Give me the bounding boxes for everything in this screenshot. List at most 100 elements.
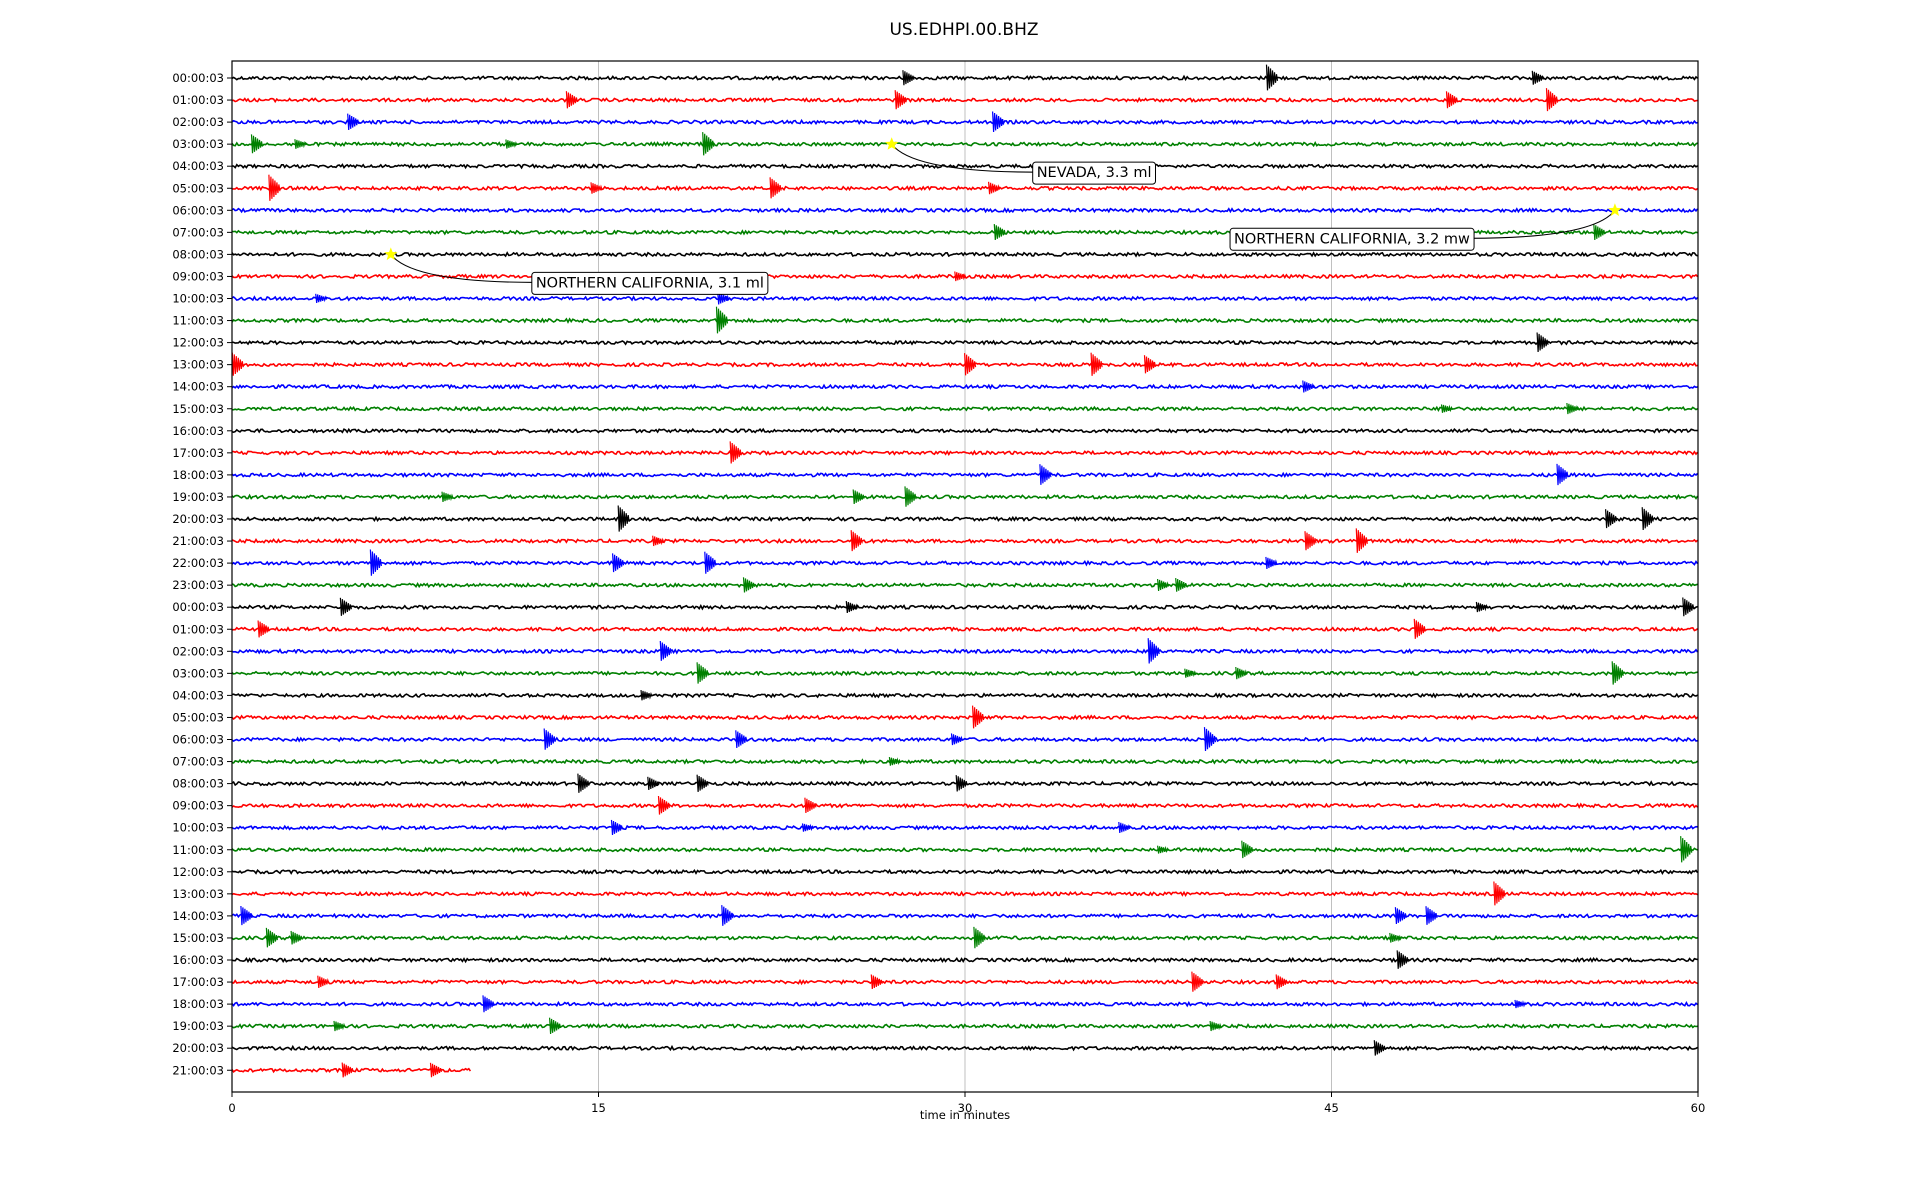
- trace-row-6: [231, 207, 1699, 214]
- y-tick-label: 02:00:03: [172, 644, 224, 658]
- event-annotations: NEVADA, 3.3 ml NORTHERN CALIFORNIA, 3.2 m…: [384, 137, 1622, 295]
- trace-row-13: [231, 361, 1698, 368]
- y-tick-label: 06:00:03: [172, 203, 224, 217]
- trace-row-26: [231, 648, 1699, 655]
- y-tick-label: 11:00:03: [172, 843, 224, 857]
- trace-burst: [317, 975, 330, 988]
- y-tick-label: 07:00:03: [172, 755, 224, 769]
- y-tick-label: 14:00:03: [172, 380, 224, 394]
- trace-row-10: [231, 295, 1699, 302]
- y-tick-label: 12:00:03: [172, 336, 224, 350]
- trace-row-37: [231, 890, 1698, 898]
- y-tick-label: 15:00:03: [172, 931, 224, 945]
- trace-burst: [1425, 906, 1438, 925]
- trace-row-40: [231, 956, 1698, 964]
- y-tick-label: 07:00:03: [172, 225, 224, 239]
- y-tick-label: 01:00:03: [172, 93, 224, 107]
- event-connector: [390, 254, 536, 283]
- trace-row-11: [231, 317, 1698, 324]
- trace-row-41: [231, 978, 1698, 986]
- trace-row-35: [231, 846, 1698, 853]
- trace-row-15: [231, 405, 1698, 412]
- trace-row-3: [231, 141, 1698, 148]
- trace-burst: [250, 134, 264, 154]
- trace-row-19: [231, 493, 1699, 501]
- trace-burst: [1394, 907, 1407, 925]
- trace-row-29: [231, 714, 1699, 721]
- y-tick-label: 19:00:03: [172, 490, 224, 504]
- event-label-text: NEVADA, 3.3 ml: [1037, 165, 1152, 181]
- y-tick-label: 03:00:03: [172, 666, 224, 680]
- event-star-icon: [1608, 203, 1622, 216]
- trace-row-20: [231, 515, 1698, 523]
- trace-burst: [1680, 836, 1693, 863]
- y-tick-label: 09:00:03: [172, 799, 224, 813]
- trace-row-5: [232, 185, 1699, 192]
- event-connector: [891, 143, 1037, 173]
- event-star-icon: [384, 247, 398, 261]
- y-tick-label: 02:00:03: [172, 115, 224, 129]
- trace-row-4: [231, 162, 1699, 170]
- trace-row-38: [231, 912, 1699, 920]
- trace-burst: [904, 486, 917, 507]
- y-tick-label: 16:00:03: [172, 424, 224, 438]
- event-label: NORTHERN CALIFORNIA, 3.1 ml: [531, 271, 769, 295]
- trace-burst: [1566, 402, 1579, 415]
- trace-burst: [1545, 88, 1559, 112]
- y-tick-label: 13:00:03: [172, 358, 224, 372]
- trace-row-21: [231, 537, 1699, 545]
- y-tick-label: 15:00:03: [172, 402, 224, 416]
- trace-burst: [1203, 727, 1217, 752]
- trace-row-44: [231, 1044, 1699, 1052]
- y-tick-label: 10:00:03: [172, 821, 224, 835]
- event-star-icon: [885, 137, 899, 150]
- trace-row-43: [231, 1023, 1698, 1030]
- y-tick-label: 10:00:03: [172, 292, 224, 306]
- x-tick-label: 60: [1691, 1101, 1706, 1115]
- y-tick-label: 20:00:03: [172, 512, 224, 526]
- trace-burst: [265, 927, 278, 948]
- y-tick-label: 08:00:03: [172, 247, 224, 261]
- trace-burst: [1475, 601, 1488, 613]
- y-tick-label: 17:00:03: [172, 446, 224, 460]
- trace-burst: [870, 974, 883, 990]
- y-tick-label: 05:00:03: [172, 181, 224, 195]
- event-label-box: [1229, 227, 1475, 251]
- trace-row-30: [231, 736, 1698, 743]
- trace-row-14: [231, 383, 1698, 391]
- x-axis-label: time in minutes: [920, 1108, 1010, 1122]
- trace-row-12: [231, 339, 1698, 346]
- event-label: NORTHERN CALIFORNIA, 3.2 mw: [1229, 227, 1475, 251]
- trace-burst: [1682, 597, 1695, 617]
- trace-burst: [992, 111, 1005, 133]
- trace-row-25: [231, 626, 1699, 633]
- trace-burst: [1514, 999, 1527, 1009]
- y-axis-ticks: 00:00:03 01:00:03 02:00:03 03:00:03 04:00:03…: [172, 71, 232, 1077]
- y-tick-label: 16:00:03: [172, 953, 224, 967]
- y-tick-label: 03:00:03: [172, 137, 224, 151]
- trace-row-0: [231, 74, 1699, 82]
- trace-burst: [549, 1017, 562, 1035]
- x-axis-ticks: 0 15 30 45 60: [228, 1092, 1705, 1115]
- trace-row-18: [231, 471, 1699, 479]
- event-label-text: NORTHERN CALIFORNIA, 3.1 ml: [536, 275, 764, 291]
- x-tick-label: 15: [591, 1101, 606, 1115]
- trace-burst: [369, 549, 382, 576]
- y-tick-label: 09:00:03: [172, 269, 224, 283]
- trace-row-39: [231, 934, 1698, 941]
- chart-title: US.EDHPI.00.BHZ: [889, 20, 1038, 40]
- y-tick-label: 01:00:03: [172, 622, 224, 636]
- y-tick-label: 20:00:03: [172, 1041, 224, 1055]
- event-label-text: NORTHERN CALIFORNIA, 3.2 mw: [1234, 231, 1470, 247]
- trace-burst: [341, 1062, 354, 1078]
- trace-row-9: [231, 273, 1699, 280]
- y-tick-label: 22:00:03: [172, 556, 224, 570]
- y-tick-label: 19:00:03: [172, 1019, 224, 1033]
- trace-row-16: [231, 427, 1698, 434]
- y-tick-label: 18:00:03: [172, 997, 224, 1011]
- trace-burst: [993, 224, 1006, 241]
- y-tick-label: 04:00:03: [172, 159, 224, 173]
- x-tick-label: 30: [958, 1101, 973, 1115]
- trace-row-22: [231, 559, 1699, 567]
- y-tick-label: 17:00:03: [172, 975, 224, 989]
